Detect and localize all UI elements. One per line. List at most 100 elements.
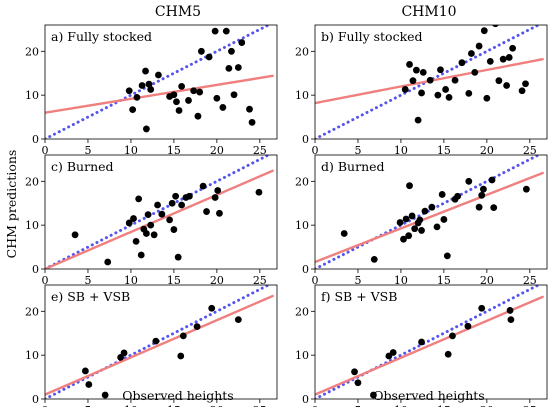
panel-5: 0 5 10 15 20 25 0 10 20 f) SB + VSB [295, 284, 548, 407]
x-tick-label: 15 [167, 274, 181, 287]
x-tick-label: 0 [42, 404, 49, 407]
data-point [475, 42, 483, 50]
y-tick-label: 10 [295, 89, 309, 102]
data-point [120, 349, 128, 357]
x-tick-label: 20 [480, 274, 494, 287]
data-point [213, 94, 221, 102]
data-point [406, 182, 413, 190]
data-point [480, 185, 487, 193]
x-tick-label: 20 [210, 274, 224, 287]
data-point [138, 82, 146, 89]
data-point [222, 27, 230, 35]
y-tick-label: 0 [32, 133, 39, 146]
x-tick-label: 20 [480, 144, 494, 157]
data-point [194, 112, 202, 120]
y-tick-label: 20 [25, 305, 39, 318]
data-point [174, 253, 182, 261]
data-point [196, 88, 204, 96]
one-to-one-line [45, 25, 272, 139]
one-to-one-line [315, 285, 542, 399]
data-point [158, 210, 166, 218]
data-point [483, 94, 491, 102]
data-point [225, 65, 233, 72]
y-axis-label: CHM predictions [4, 150, 19, 259]
x-tick-label: 10 [394, 144, 408, 157]
data-point [137, 251, 145, 259]
data-point [370, 255, 378, 263]
data-point [509, 44, 517, 52]
fit-line [45, 294, 274, 396]
y-tick-label: 0 [32, 263, 39, 276]
data-point [255, 188, 263, 196]
y-tick-label: 10 [25, 349, 39, 362]
data-point [506, 307, 514, 314]
y-tick-label: 20 [295, 175, 309, 188]
panel-label: a) Fully stocked [51, 29, 152, 44]
data-point [216, 209, 223, 217]
plot-area [45, 155, 274, 269]
data-point [495, 77, 503, 85]
data-point [199, 182, 207, 190]
axes-frame [314, 24, 548, 140]
data-point [155, 71, 162, 79]
data-point [451, 76, 459, 84]
y-tick-label: 0 [32, 393, 39, 406]
x-tick-label: 10 [124, 404, 138, 407]
data-point [179, 332, 187, 340]
one-to-one-line [45, 155, 272, 269]
fit-line [45, 169, 274, 269]
data-point [396, 219, 404, 226]
data-point [168, 199, 176, 207]
panel-label: b) Fully stocked [321, 29, 423, 44]
data-point [145, 80, 153, 88]
data-point [354, 379, 362, 387]
data-point [190, 87, 198, 95]
axes-frame [44, 284, 278, 400]
data-point [433, 223, 441, 231]
data-point [458, 59, 466, 67]
data-point [412, 66, 420, 74]
x-tick-label: 0 [42, 144, 49, 157]
data-point [142, 230, 150, 237]
x-tick-label: 5 [84, 144, 91, 157]
y-tick-label: 20 [25, 175, 39, 188]
data-point [147, 221, 155, 229]
data-point [400, 235, 407, 243]
data-point [234, 316, 242, 324]
data-point [426, 76, 434, 84]
data-point [518, 87, 526, 95]
data-point [130, 215, 137, 222]
data-point [71, 231, 79, 239]
y-tick-label: 0 [302, 393, 309, 406]
data-point [228, 47, 235, 55]
x-tick-label: 25 [523, 144, 537, 157]
data-point [442, 86, 450, 93]
data-point [418, 338, 425, 346]
data-point [172, 192, 180, 200]
data-point [428, 203, 436, 211]
data-point [503, 82, 511, 89]
data-point [488, 176, 496, 184]
y-tick-label: 20 [295, 45, 309, 58]
data-point [437, 66, 444, 74]
panel-label: d) Burned [321, 159, 385, 174]
data-point [132, 237, 140, 245]
x-tick-label: 15 [167, 144, 181, 157]
data-point [214, 187, 222, 194]
data-point [416, 216, 424, 224]
data-point [154, 201, 161, 209]
data-point [454, 192, 462, 200]
data-point [125, 219, 133, 227]
data-point [248, 118, 256, 126]
data-point [389, 349, 397, 356]
data-point [125, 87, 133, 95]
plot-area [315, 155, 544, 269]
data-point [246, 105, 253, 113]
x-tick-label: 15 [167, 404, 181, 407]
data-point [507, 316, 515, 324]
axes-frame [314, 284, 548, 400]
x-tick-label: 0 [42, 274, 49, 287]
data-point [81, 367, 89, 375]
data-point [421, 207, 429, 215]
